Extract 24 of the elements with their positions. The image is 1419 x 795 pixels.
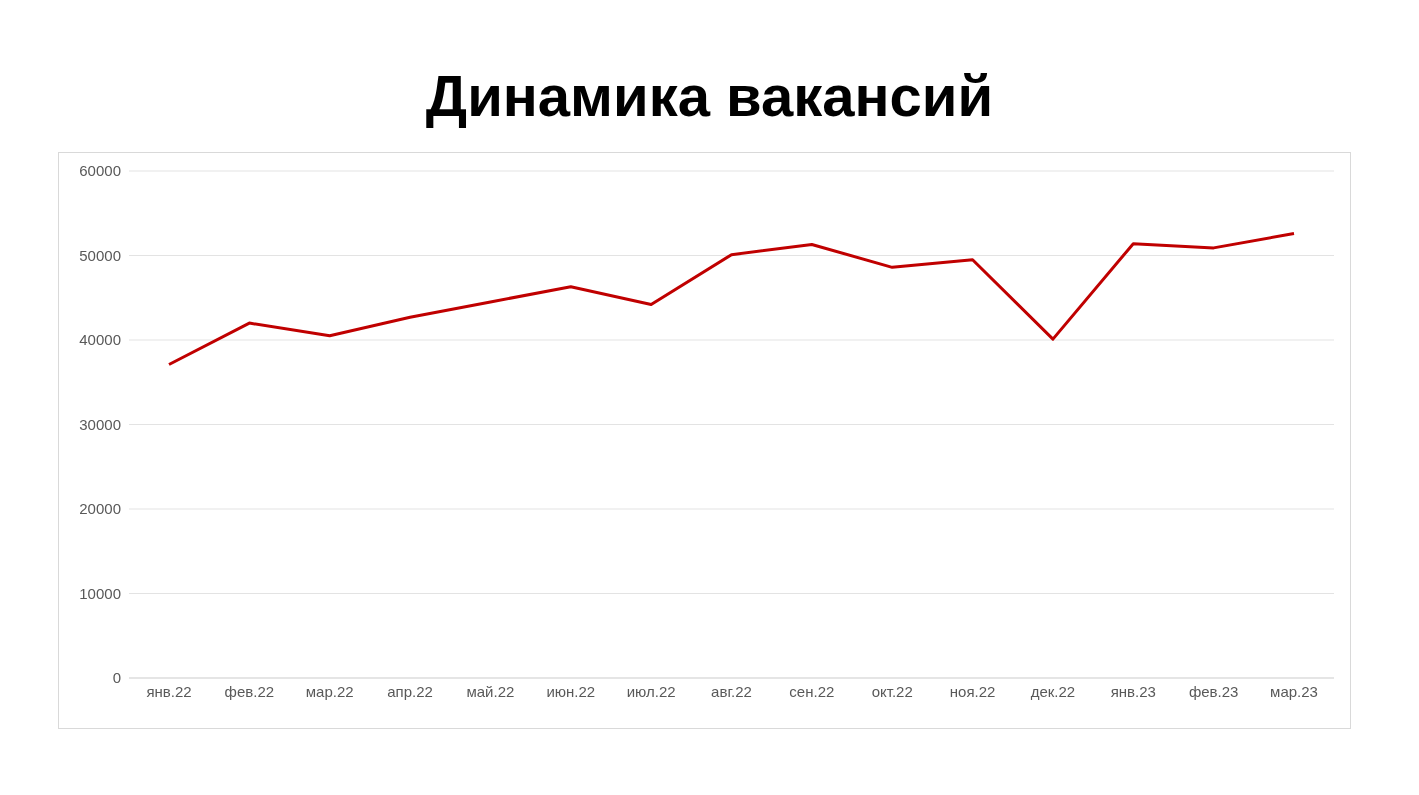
y-tick-label: 60000 [79, 162, 121, 180]
x-tick-label: фев.22 [224, 682, 275, 700]
x-tick-label: фев.23 [1188, 682, 1239, 700]
x-tick-label: июн.22 [546, 682, 596, 700]
chart-title: Динамика вакансий [424, 62, 995, 130]
y-tick-label: 20000 [79, 500, 121, 518]
x-tick-label: янв.23 [1110, 682, 1156, 700]
x-tick-label: мар.23 [1270, 682, 1318, 700]
x-tick-label: мар.22 [305, 682, 354, 700]
x-tick-label: окт.22 [871, 682, 913, 700]
y-tick-label: 40000 [79, 331, 121, 349]
y-tick-label: 0 [112, 669, 121, 687]
y-tick-label: 30000 [79, 415, 121, 433]
x-tick-label: июл.22 [626, 682, 676, 700]
x-tick-label: дек.22 [1030, 682, 1076, 700]
x-tick-label: май.22 [466, 682, 515, 700]
x-tick-label: ноя.22 [949, 682, 996, 700]
x-tick-label: апр.22 [387, 682, 433, 700]
x-tick-label: авг.22 [711, 682, 752, 700]
line-series [167, 232, 1296, 367]
y-tick-label: 50000 [79, 246, 121, 264]
x-tick-label: янв.22 [146, 682, 192, 700]
x-tick-label: сен.22 [789, 682, 835, 700]
y-tick-label: 10000 [79, 584, 121, 602]
